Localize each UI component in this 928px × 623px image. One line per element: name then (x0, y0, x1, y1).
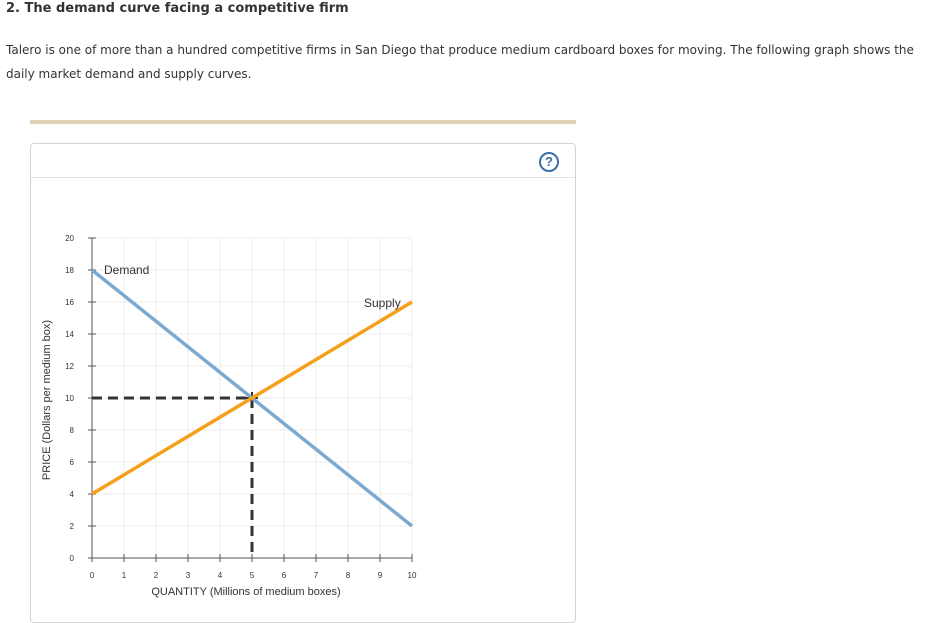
x-tick-label: 10 (408, 571, 417, 580)
y-tick-label: 16 (65, 298, 74, 307)
y-tick-label: 6 (70, 458, 75, 467)
x-tick-label: 3 (186, 571, 191, 580)
graph-toolbar: ? (31, 144, 575, 178)
section-divider (30, 120, 576, 124)
y-tick-label: 10 (65, 394, 74, 403)
y-tick-label: 4 (70, 490, 75, 499)
supply-label: Supply (364, 296, 401, 310)
x-tick-label: 7 (314, 571, 319, 580)
demand-label: Demand (104, 263, 149, 277)
y-tick-label: 8 (70, 426, 75, 435)
chart-series (90, 268, 414, 528)
x-tick-label: 9 (378, 571, 383, 580)
x-axis-label: QUANTITY (Millions of medium boxes) (151, 586, 340, 598)
chart-labels: QUANTITY (Millions of medium boxes) PRIC… (41, 263, 401, 598)
x-tick-label: 8 (346, 571, 351, 580)
help-button[interactable]: ? (539, 152, 559, 172)
graph-panel: ? (30, 143, 576, 623)
question-title: 2. The demand curve facing a competitive… (6, 1, 349, 16)
y-axis-label: PRICE (Dollars per medium box) (41, 320, 53, 480)
y-tick-label: 20 (65, 234, 74, 243)
y-tick-label: 2 (70, 522, 75, 531)
x-tick-label: 4 (218, 571, 223, 580)
x-tick-label: 5 (250, 571, 255, 580)
supply-curve (91, 300, 413, 496)
x-tick-label: 1 (122, 571, 127, 580)
x-tick-label: 2 (154, 571, 159, 580)
y-tick-label: 0 (70, 554, 75, 563)
y-tick-label: 12 (65, 362, 74, 371)
y-tick-label: 14 (65, 330, 74, 339)
question-text: Talero is one of more than a hundred com… (6, 43, 914, 81)
question-circle-icon: ? (545, 154, 553, 169)
x-tick-label: 0 (90, 571, 95, 580)
y-tick-label: 18 (65, 266, 74, 275)
x-tick-label: 6 (282, 571, 287, 580)
equilibrium-guides (92, 392, 258, 558)
